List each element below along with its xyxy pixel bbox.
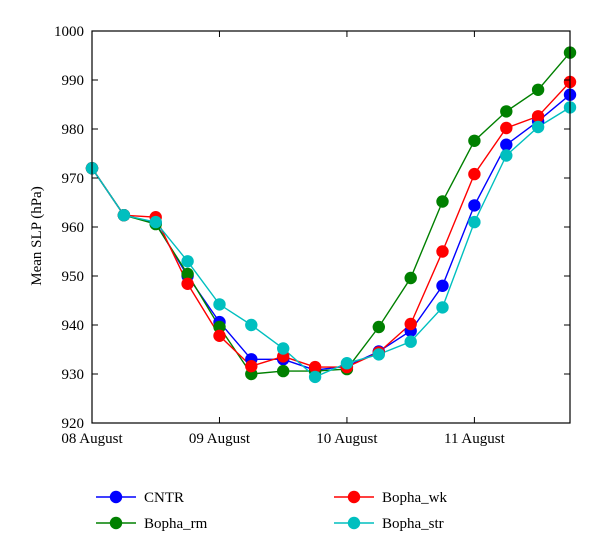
point-bopha-str-6 <box>277 342 290 355</box>
point-bopha-str-8 <box>340 357 354 370</box>
point-bopha-rm-12 <box>468 134 481 147</box>
legend-marker-cntr <box>109 490 123 504</box>
legend-label-cntr: CNTR <box>144 490 184 506</box>
point-bopha-rm-13 <box>500 105 513 118</box>
point-bopha-rm-9 <box>372 320 385 334</box>
point-bopha-str-10 <box>404 335 417 348</box>
point-bopha-wk-4 <box>213 329 226 342</box>
point-bopha-rm-10 <box>404 271 417 285</box>
y-tick-label-930: 930 <box>62 367 85 383</box>
series-line-bopha-rm <box>91 52 571 375</box>
plot-frame <box>91 30 571 424</box>
legend: CNTR Bopha_rm Bopha_wk Bopha_str <box>96 490 447 532</box>
point-bopha-wk-10 <box>404 317 417 331</box>
point-bopha-wk-3 <box>181 277 194 290</box>
y-tick-label-960: 960 <box>62 220 85 236</box>
x-tick-label-2: 10 August <box>316 431 378 447</box>
point-bopha-rm-14 <box>531 83 545 97</box>
x-tick-label-0: 08 August <box>61 431 123 447</box>
y-tick-label-990: 990 <box>62 73 85 89</box>
point-bopha-wk-11 <box>436 245 449 258</box>
series-line-bopha-str <box>91 106 571 378</box>
point-bopha-str-7 <box>308 370 322 384</box>
point-bopha-str-4 <box>213 298 226 311</box>
series-line-bopha-wk <box>91 81 571 368</box>
point-bopha-str-1 <box>117 209 131 222</box>
y-tick-label-970: 970 <box>62 171 85 187</box>
point-cntr-11 <box>436 279 449 292</box>
legend-marker-bopha-rm <box>109 516 123 530</box>
plot-area <box>85 46 577 384</box>
legend-label-bopha-str: Bopha_str <box>382 516 444 532</box>
point-bopha-str-11 <box>436 301 449 314</box>
point-bopha-str-3 <box>181 255 194 268</box>
point-bopha-str-13 <box>500 149 513 162</box>
point-bopha-wk-12 <box>468 167 481 181</box>
legend-marker-bopha-wk <box>347 490 361 504</box>
point-bopha-wk-5 <box>245 360 258 373</box>
x-tick-label-3: 11 August <box>444 431 506 447</box>
point-bopha-rm-3 <box>181 267 194 281</box>
y-tick-label-1000: 1000 <box>54 24 84 40</box>
point-bopha-str-14 <box>531 120 545 134</box>
legend-label-bopha-rm: Bopha_rm <box>144 516 208 532</box>
point-bopha-wk-13 <box>500 121 513 135</box>
y-tick-label-980: 980 <box>62 122 85 138</box>
point-bopha-wk-14 <box>531 110 545 123</box>
point-bopha-str-5 <box>245 318 258 332</box>
point-bopha-str-12 <box>468 215 481 229</box>
y-tick-label-920: 920 <box>62 416 85 432</box>
point-bopha-rm-6 <box>277 364 290 378</box>
axes: 920 930 940 950 960 970 980 990 1000 08 August 09 … <box>54 24 571 447</box>
y-tick-label-950: 950 <box>62 269 85 285</box>
x-tick-label-1: 09 August <box>189 431 251 447</box>
point-bopha-str-9 <box>372 348 385 361</box>
point-bopha-wk-7 <box>308 360 322 374</box>
point-bopha-rm-11 <box>436 195 449 208</box>
legend-label-bopha-wk: Bopha_wk <box>382 490 447 506</box>
y-axis-label: Mean SLP (hPa) <box>29 186 45 285</box>
legend-marker-bopha-str <box>347 516 361 530</box>
y-tick-label-940: 940 <box>62 318 85 334</box>
point-bopha-str-2 <box>149 215 162 229</box>
point-cntr-13 <box>500 138 513 151</box>
point-bopha-rm-4 <box>213 320 226 334</box>
point-cntr-12 <box>468 199 481 212</box>
